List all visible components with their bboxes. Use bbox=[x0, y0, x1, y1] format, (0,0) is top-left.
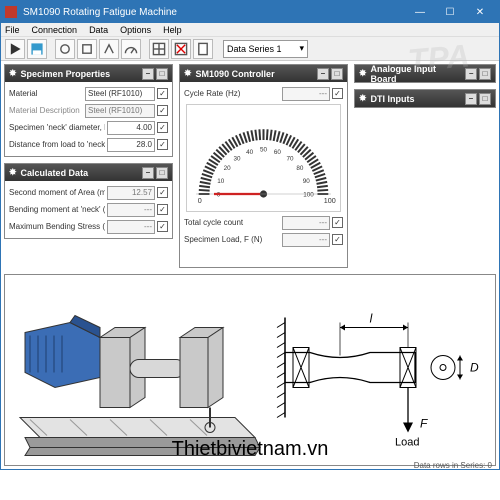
checkbox[interactable]: ✓ bbox=[157, 88, 168, 99]
panel-max-button[interactable]: □ bbox=[479, 68, 491, 80]
doc-button[interactable] bbox=[193, 39, 213, 59]
save-button[interactable] bbox=[27, 39, 47, 59]
tool-button-3[interactable] bbox=[99, 39, 119, 59]
specimen-properties-panel: ✸ Specimen Properties – □ Material Steel… bbox=[4, 64, 173, 157]
field-label: Specimen 'neck' diameter, D (mm) bbox=[9, 123, 105, 132]
gear-icon: ✸ bbox=[184, 68, 192, 79]
panel-title: Specimen Properties bbox=[21, 69, 111, 79]
panel-title: Calculated Data bbox=[21, 168, 89, 178]
panel-min-button[interactable]: – bbox=[465, 68, 477, 80]
panel-max-button[interactable]: □ bbox=[156, 68, 168, 80]
max-stress-value: --- bbox=[107, 220, 155, 234]
checkbox[interactable]: ✓ bbox=[332, 234, 343, 245]
gear-icon: ✸ bbox=[359, 68, 367, 79]
panel-max-button[interactable]: □ bbox=[156, 167, 168, 179]
svg-text:50: 50 bbox=[260, 147, 268, 154]
tool-button-2[interactable] bbox=[77, 39, 97, 59]
panel-title: SM1090 Controller bbox=[196, 69, 275, 79]
svg-text:40: 40 bbox=[246, 149, 254, 156]
svg-text:10: 10 bbox=[217, 178, 225, 185]
menubar: File Connection Data Options Help bbox=[1, 23, 499, 37]
svg-text:100: 100 bbox=[303, 192, 314, 199]
panel-max-button[interactable]: □ bbox=[331, 68, 343, 80]
material-select[interactable]: Steel (RF1010) bbox=[85, 87, 155, 101]
svg-text:60: 60 bbox=[274, 149, 282, 156]
grid-button[interactable] bbox=[149, 39, 169, 59]
minimize-button[interactable]: — bbox=[405, 1, 435, 23]
gear-icon: ✸ bbox=[9, 68, 17, 79]
play-button[interactable] bbox=[5, 39, 25, 59]
field-label: Distance from load to 'neck', l (mm) bbox=[9, 140, 105, 149]
diameter-input[interactable]: 4.00 bbox=[107, 121, 155, 135]
material-desc: Steel (RF1010) bbox=[85, 104, 155, 118]
field-label: Specimen Load, F (N) bbox=[184, 235, 280, 244]
cycle-count-value: --- bbox=[282, 216, 330, 230]
checkbox[interactable]: ✓ bbox=[157, 221, 168, 232]
field-label: Total cycle count bbox=[184, 218, 280, 227]
menu-help[interactable]: Help bbox=[163, 25, 182, 35]
maximize-button[interactable]: ☐ bbox=[435, 1, 465, 23]
panel-title: DTI Inputs bbox=[371, 94, 415, 104]
svg-text:0: 0 bbox=[198, 196, 202, 205]
checkbox[interactable]: ✓ bbox=[157, 187, 168, 198]
analogue-input-panel: ✸ Analogue Input Board – □ bbox=[354, 64, 496, 83]
field-label: Material bbox=[9, 89, 83, 98]
titlebar: SM1090 Rotating Fatigue Machine — ☐ ✕ bbox=[1, 1, 499, 23]
svg-text:20: 20 bbox=[224, 165, 232, 172]
data-series-select[interactable]: Data Series 1 ▾ bbox=[223, 40, 308, 58]
panel-min-button[interactable]: – bbox=[142, 167, 154, 179]
menu-options[interactable]: Options bbox=[120, 25, 151, 35]
toolbar: Data Series 1 ▾ bbox=[1, 37, 499, 61]
chevron-down-icon: ▾ bbox=[300, 43, 305, 54]
svg-text:80: 80 bbox=[296, 165, 304, 172]
controller-panel: ✸ SM1090 Controller – □ Cycle Rate (Hz) … bbox=[179, 64, 348, 268]
checkbox[interactable]: ✓ bbox=[332, 88, 343, 99]
app-icon bbox=[5, 6, 17, 18]
window-title: SM1090 Rotating Fatigue Machine bbox=[23, 7, 405, 18]
field-label: Maximum Bending Stress (MPa) bbox=[9, 222, 105, 231]
menu-data[interactable]: Data bbox=[89, 25, 108, 35]
menu-file[interactable]: File bbox=[5, 25, 20, 35]
menu-connection[interactable]: Connection bbox=[32, 25, 78, 35]
field-label: Material Description bbox=[9, 106, 83, 115]
panel-min-button[interactable]: – bbox=[142, 68, 154, 80]
site-watermark: Thietbivietnam.vn bbox=[0, 438, 500, 461]
checkbox[interactable]: ✓ bbox=[157, 204, 168, 215]
calculated-data-panel: ✸ Calculated Data – □ Second moment of A… bbox=[4, 163, 173, 239]
checkbox[interactable]: ✓ bbox=[157, 105, 168, 116]
panel-min-button[interactable]: – bbox=[317, 68, 329, 80]
panel-max-button[interactable]: □ bbox=[479, 93, 491, 105]
gauge-button[interactable] bbox=[121, 39, 141, 59]
tool-button-1[interactable] bbox=[55, 39, 75, 59]
distance-input[interactable]: 28.0 bbox=[107, 138, 155, 152]
bending-moment-value: --- bbox=[107, 203, 155, 217]
checkbox[interactable]: ✓ bbox=[332, 217, 343, 228]
cycle-rate-gauge: 01020304050607080901000100 bbox=[186, 104, 341, 212]
specimen-load-value: --- bbox=[282, 233, 330, 247]
field-label: Bending moment at 'neck' (Nm) bbox=[9, 205, 105, 214]
panel-min-button[interactable]: – bbox=[465, 93, 477, 105]
svg-text:70: 70 bbox=[286, 155, 294, 162]
field-label: Second moment of Area (mm⁴) bbox=[9, 188, 105, 197]
svg-text:100: 100 bbox=[324, 196, 336, 205]
svg-text:0: 0 bbox=[217, 192, 221, 199]
svg-text:l: l bbox=[370, 312, 373, 326]
svg-text:F: F bbox=[420, 417, 428, 431]
delete-button[interactable] bbox=[171, 39, 191, 59]
close-button[interactable]: ✕ bbox=[465, 1, 495, 23]
checkbox[interactable]: ✓ bbox=[157, 139, 168, 150]
cycle-rate-value: --- bbox=[282, 87, 330, 101]
series-label: Data Series 1 bbox=[227, 44, 282, 54]
gear-icon: ✸ bbox=[9, 167, 17, 178]
field-label: Cycle Rate (Hz) bbox=[184, 89, 280, 98]
checkbox[interactable]: ✓ bbox=[157, 122, 168, 133]
second-moment-value: 12.57 bbox=[107, 186, 155, 200]
panel-title: Analogue Input Board bbox=[371, 64, 464, 84]
svg-text:90: 90 bbox=[303, 178, 311, 185]
gear-icon: ✸ bbox=[359, 93, 367, 104]
svg-text:D: D bbox=[470, 361, 479, 375]
svg-text:30: 30 bbox=[234, 155, 242, 162]
dti-inputs-panel: ✸ DTI Inputs – □ bbox=[354, 89, 496, 108]
status-text: Data rows in Series: 0 bbox=[414, 461, 492, 470]
